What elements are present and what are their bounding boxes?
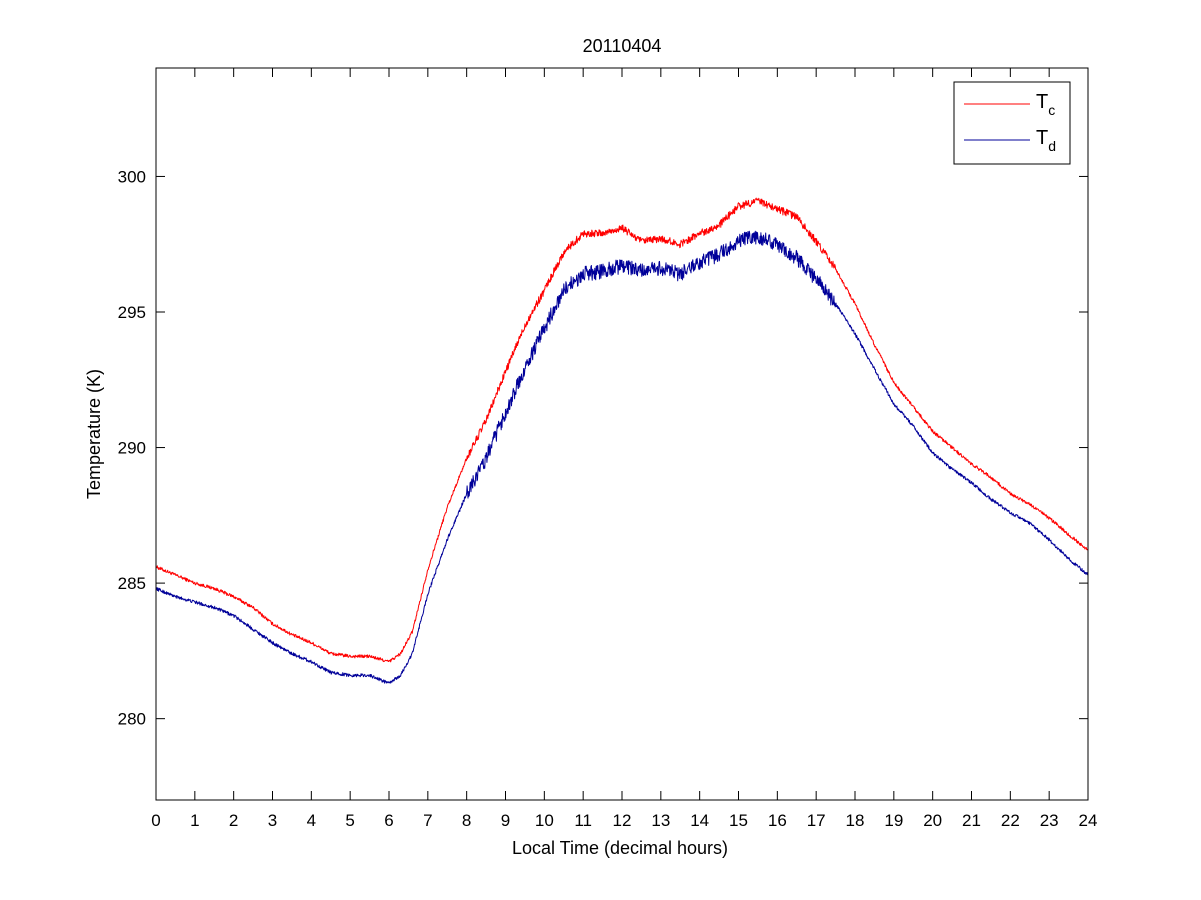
x-tick-label: 1 [190, 811, 199, 830]
series-line-td [155, 230, 1089, 684]
x-tick-label: 19 [884, 811, 903, 830]
x-tick-label: 20 [923, 811, 942, 830]
x-tick-label: 3 [268, 811, 277, 830]
x-tick-label: 7 [423, 811, 432, 830]
x-tick-label: 21 [962, 811, 981, 830]
x-tick-label: 0 [151, 811, 160, 830]
x-tick-label: 12 [613, 811, 632, 830]
x-tick-label: 16 [768, 811, 787, 830]
series-line-tc [155, 197, 1089, 663]
series-layer [155, 197, 1089, 684]
x-tick-label: 17 [807, 811, 826, 830]
legend-label-main: T [1036, 127, 1048, 149]
x-tick-label: 4 [307, 811, 316, 830]
legend-label-subscript: c [1048, 102, 1055, 118]
legend-label-main: T [1036, 91, 1048, 113]
x-tick-label: 11 [574, 811, 592, 830]
x-tick-label: 8 [462, 811, 471, 830]
legend-label-subscript: d [1048, 138, 1056, 154]
x-tick-label: 5 [345, 811, 354, 830]
x-tick-label: 23 [1040, 811, 1059, 830]
legend-label: Tc [1036, 91, 1055, 118]
y-axis: 280 285 290 295 300 [118, 167, 1088, 729]
x-tick-label: 9 [501, 811, 510, 830]
x-axis-label: Local Time (decimal hours) [512, 838, 728, 858]
x-tick-label: 24 [1079, 811, 1098, 830]
x-tick-label: 2 [229, 811, 238, 830]
y-tick-label: 285 [118, 574, 146, 593]
y-tick-label: 295 [118, 303, 146, 322]
legend-label: Td [1036, 127, 1056, 154]
x-axis: 0 1 2 3 4 5 6 7 8 9 10 11 12 13 14 15 16 17 18 19 20 21 22 23 24 [151, 68, 1097, 830]
x-tick-label: 10 [535, 811, 554, 830]
x-tick-label: 14 [690, 811, 709, 830]
y-tick-label: 290 [118, 439, 146, 458]
x-tick-label: 18 [846, 811, 865, 830]
x-tick-label: 6 [384, 811, 393, 830]
y-tick-label: 280 [118, 710, 146, 729]
chart-title: 20110404 [583, 36, 662, 56]
plot-area [156, 68, 1088, 800]
x-tick-label: 15 [729, 811, 748, 830]
x-tick-label: 22 [1001, 811, 1020, 830]
y-tick-label: 300 [118, 167, 146, 186]
legend-box [953, 81, 1071, 165]
y-axis-label: Temperature (K) [84, 369, 104, 499]
x-tick-label: 13 [651, 811, 670, 830]
